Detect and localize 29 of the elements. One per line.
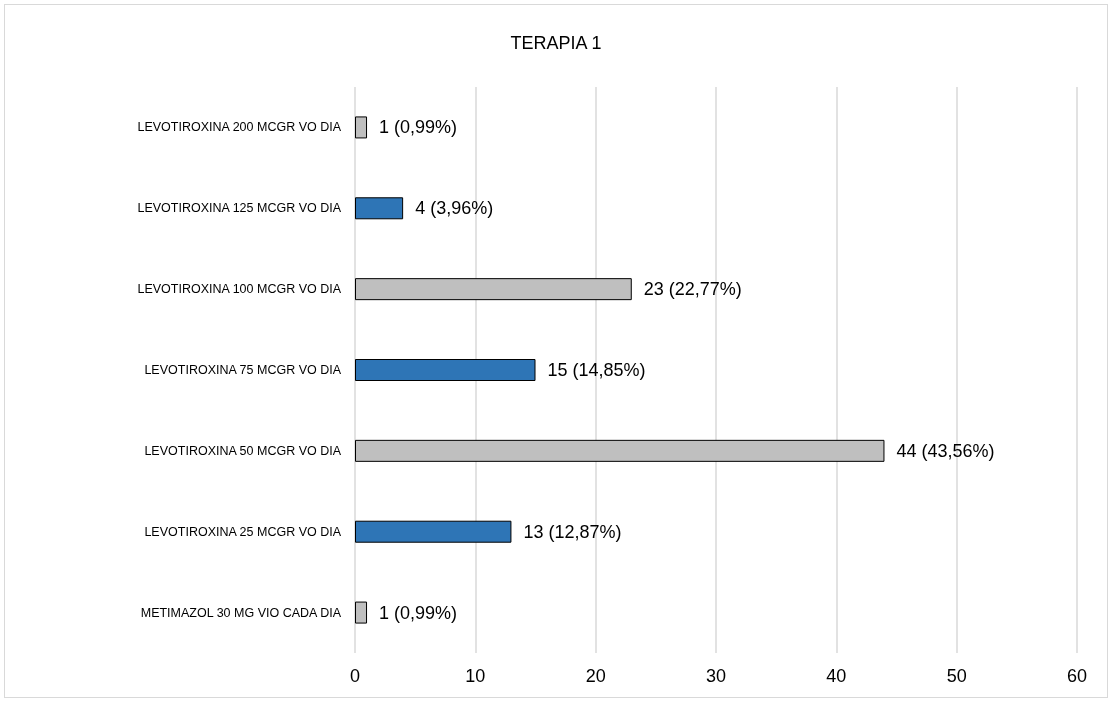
data-label: 1 (0,99%) <box>379 602 458 623</box>
bar <box>355 197 404 220</box>
bar <box>355 278 632 301</box>
data-label: 23 (22,77%) <box>643 279 742 300</box>
bar <box>355 601 368 624</box>
x-tick-label: 0 <box>349 666 361 686</box>
x-tick-label: 40 <box>826 666 847 686</box>
data-label: 4 (3,96%) <box>415 198 494 219</box>
data-label: 44 (43,56%) <box>896 440 995 461</box>
bar <box>355 359 536 381</box>
data-label: 13 (12,87%) <box>523 521 622 542</box>
y-tick-label: LEVOTIROXINA 125 MCGR VO DIA <box>137 201 342 216</box>
x-tick-label: 20 <box>585 666 606 686</box>
bar <box>355 439 885 462</box>
y-tick-label: METIMAZOL 30 MG VIO CADA DIA <box>140 605 342 620</box>
data-label: 15 (14,85%) <box>547 360 646 380</box>
x-tick-label: 50 <box>946 666 967 686</box>
y-tick-label: LEVOTIROXINA 100 MCGR VO DIA <box>137 282 342 297</box>
y-tick-label: LEVOTIROXINA 50 MCGR VO DIA <box>144 443 342 458</box>
x-tick-label: 30 <box>705 666 727 686</box>
y-tick-label: LEVOTIROXINA 25 MCGR VO DIA <box>144 524 342 539</box>
data-label: 1 (0,99%) <box>379 117 458 138</box>
chart-title: TERAPIA 1 <box>510 33 602 53</box>
bar <box>355 116 368 139</box>
bar <box>355 520 512 543</box>
y-tick-label: LEVOTIROXINA 200 MCGR VO DIA <box>137 120 342 135</box>
x-tick-label: 10 <box>465 666 486 686</box>
x-tick-label: 60 <box>1066 666 1088 686</box>
y-tick-label: LEVOTIROXINA 75 MCGR VO DIA <box>144 363 342 377</box>
